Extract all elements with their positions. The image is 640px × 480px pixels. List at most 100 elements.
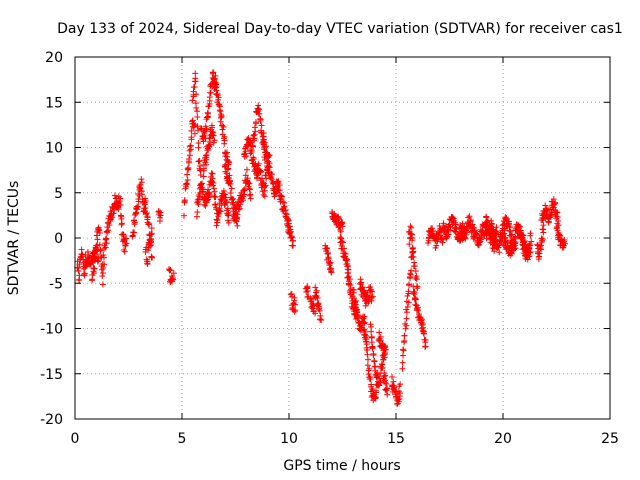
data-point — [266, 164, 273, 171]
data-point — [114, 204, 121, 211]
data-point — [224, 166, 231, 173]
data-point — [364, 351, 371, 358]
data-point — [261, 193, 268, 200]
data-point — [146, 240, 153, 247]
x-tick-labels: 0 5 10 15 20 25 — [71, 431, 619, 447]
data-point — [292, 301, 299, 308]
data-point — [243, 153, 250, 160]
data-point — [537, 242, 544, 249]
y-tick-label: -10 — [40, 322, 63, 338]
data-point — [462, 235, 469, 242]
data-point — [466, 213, 473, 220]
data-point — [76, 261, 83, 268]
data-point — [508, 231, 515, 238]
data-point — [410, 283, 417, 290]
data-point — [339, 223, 346, 230]
chart-title: Day 133 of 2024, Sidereal Day-to-day VTE… — [57, 21, 623, 37]
data-point — [209, 170, 216, 177]
data-point — [430, 227, 437, 234]
data-point — [534, 241, 541, 248]
data-point — [180, 212, 187, 219]
axis-ticks — [74, 56, 611, 420]
data-point — [95, 226, 102, 233]
data-point — [361, 313, 368, 320]
data-point — [92, 254, 99, 261]
data-point — [371, 357, 378, 364]
data-point — [91, 265, 98, 272]
data-point — [131, 229, 138, 236]
data-point — [251, 137, 258, 144]
data-point — [188, 134, 195, 141]
data-point — [399, 359, 406, 366]
data-point — [184, 176, 191, 183]
data-point — [516, 223, 523, 230]
data-point — [213, 204, 220, 211]
data-point — [138, 179, 145, 186]
data-point — [408, 224, 415, 231]
data-point — [369, 288, 376, 295]
data-point — [477, 226, 484, 233]
data-point — [500, 221, 507, 228]
data-point — [207, 89, 214, 96]
data-point — [536, 250, 543, 257]
data-point — [139, 196, 146, 203]
data-point — [225, 209, 232, 216]
data-point — [447, 227, 454, 234]
data-point — [246, 186, 253, 193]
data-point — [167, 266, 174, 273]
data-point — [414, 285, 421, 292]
data-point — [381, 373, 388, 380]
data-point — [250, 132, 257, 139]
data-point — [110, 210, 117, 217]
data-point — [550, 196, 557, 203]
data-point — [526, 240, 533, 247]
data-point — [521, 238, 528, 245]
data-point — [271, 193, 278, 200]
data-point — [199, 185, 206, 192]
data-point — [359, 284, 366, 291]
data-point — [226, 172, 233, 179]
data-point — [97, 246, 104, 253]
data-point — [207, 135, 214, 142]
data-point — [308, 297, 315, 304]
data-point — [144, 261, 151, 268]
data-point — [410, 290, 417, 297]
data-point — [412, 296, 419, 303]
data-point — [542, 202, 549, 209]
data-point — [81, 270, 88, 277]
data-point — [188, 127, 195, 134]
data-point — [256, 110, 263, 117]
data-point — [205, 110, 212, 117]
data-point — [508, 250, 515, 257]
data-point — [463, 229, 470, 236]
data-point — [192, 121, 199, 128]
data-point — [369, 293, 376, 300]
data-point — [148, 225, 155, 232]
data-point — [229, 195, 236, 202]
data-point — [399, 352, 406, 359]
data-point — [106, 222, 113, 229]
data-point — [278, 193, 285, 200]
data-point — [552, 199, 559, 206]
data-point — [382, 346, 389, 353]
data-point — [120, 231, 127, 238]
data-point — [484, 218, 491, 225]
data-point — [221, 191, 228, 198]
data-point — [202, 161, 209, 168]
data-point — [410, 253, 417, 260]
data-point — [318, 317, 325, 324]
data-point — [354, 306, 361, 313]
data-point — [185, 166, 192, 173]
data-point — [246, 180, 253, 187]
data-point — [288, 293, 295, 300]
data-point — [131, 221, 138, 228]
y-axis-label: SDTVAR / TECUs — [6, 181, 22, 296]
data-point — [202, 202, 209, 209]
data-point — [418, 316, 425, 323]
data-point — [96, 241, 103, 248]
data-point — [346, 276, 353, 283]
data-point — [286, 223, 293, 230]
data-point — [267, 174, 274, 181]
data-point — [366, 365, 373, 372]
data-point — [399, 365, 406, 372]
